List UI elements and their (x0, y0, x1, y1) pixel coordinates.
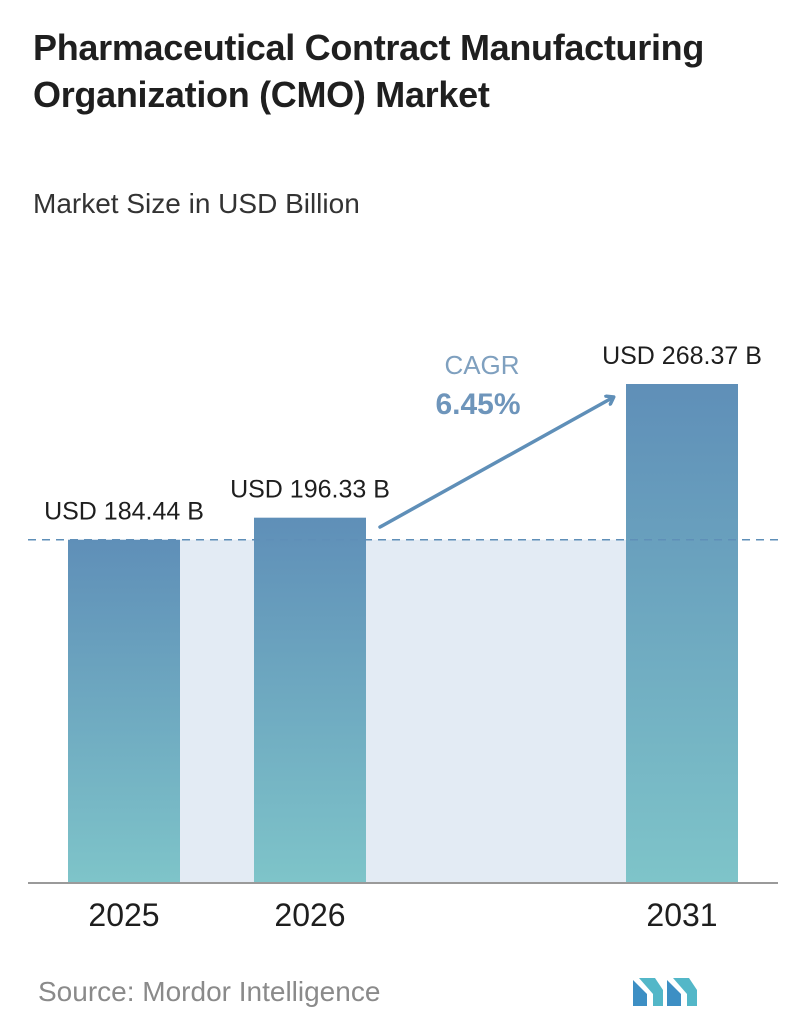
cagr-arrow (378, 398, 612, 529)
bars (68, 384, 738, 882)
mordor-intelligence-logo (633, 978, 697, 1006)
value-label-2031: USD 268.37 B (602, 342, 762, 370)
chart-title: Pharmaceutical Contract Manufacturing Or… (33, 27, 705, 115)
cagr-annotation: CAGR 6.45% (378, 350, 612, 529)
bar-chart: USD 184.44 B USD 196.33 B USD 268.37 B 202… (28, 342, 782, 933)
cagr-label: CAGR (444, 350, 519, 380)
bar-2025 (68, 539, 180, 882)
source-text: Source: Mordor Intelligence (38, 976, 381, 1007)
bar-2031 (626, 384, 738, 882)
x-tick-2025: 2025 (88, 897, 159, 933)
x-tick-2026: 2026 (274, 897, 345, 933)
bar-2026 (254, 517, 366, 882)
cagr-value: 6.45% (435, 388, 520, 421)
x-tick-labels: 2025 2026 2031 (88, 897, 717, 933)
x-tick-2031: 2031 (646, 897, 717, 933)
value-label-2025: USD 184.44 B (44, 498, 204, 526)
value-label-2026: USD 196.33 B (230, 476, 390, 504)
chart-subtitle: Market Size in USD Billion (33, 188, 360, 219)
value-labels: USD 184.44 B USD 196.33 B USD 268.37 B (44, 342, 762, 526)
